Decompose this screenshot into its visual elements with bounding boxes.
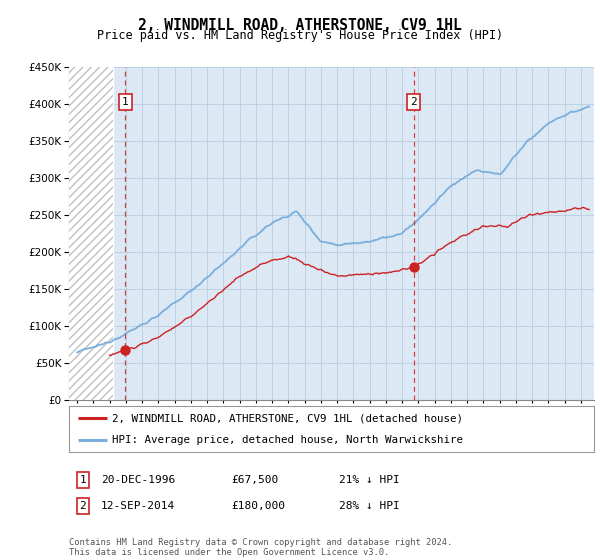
Text: 1: 1: [79, 475, 86, 485]
Text: 1: 1: [122, 97, 129, 107]
Text: £67,500: £67,500: [231, 475, 278, 485]
Text: 12-SEP-2014: 12-SEP-2014: [101, 501, 175, 511]
Text: 20-DEC-1996: 20-DEC-1996: [101, 475, 175, 485]
Text: 21% ↓ HPI: 21% ↓ HPI: [339, 475, 400, 485]
Text: £180,000: £180,000: [231, 501, 285, 511]
Bar: [69, 67, 113, 400]
Text: 2, WINDMILL ROAD, ATHERSTONE, CV9 1HL: 2, WINDMILL ROAD, ATHERSTONE, CV9 1HL: [138, 18, 462, 33]
Text: 2, WINDMILL ROAD, ATHERSTONE, CV9 1HL (detached house): 2, WINDMILL ROAD, ATHERSTONE, CV9 1HL (d…: [112, 413, 463, 423]
Text: 2: 2: [79, 501, 86, 511]
Bar: [69, 67, 113, 400]
Text: HPI: Average price, detached house, North Warwickshire: HPI: Average price, detached house, Nort…: [112, 435, 463, 445]
Text: 28% ↓ HPI: 28% ↓ HPI: [339, 501, 400, 511]
Text: Price paid vs. HM Land Registry's House Price Index (HPI): Price paid vs. HM Land Registry's House …: [97, 29, 503, 42]
Text: Contains HM Land Registry data © Crown copyright and database right 2024.
This d: Contains HM Land Registry data © Crown c…: [69, 538, 452, 557]
Text: 2: 2: [410, 97, 417, 107]
